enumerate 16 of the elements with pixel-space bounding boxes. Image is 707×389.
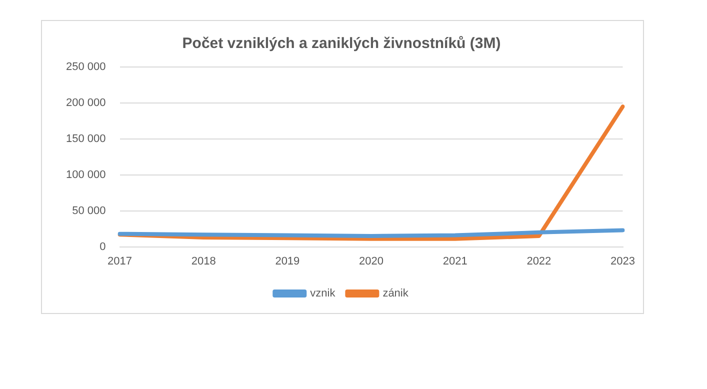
x-tick-label: 2019 — [275, 255, 300, 268]
x-tick-label: 2017 — [108, 255, 132, 268]
chart-title: Počet vzniklých a zaniklých živnostníků (3M) — [182, 35, 501, 52]
x-tick-label: 2023 — [610, 255, 636, 268]
y-tick-label: 100 000 — [66, 168, 106, 181]
x-tick-label: 2022 — [526, 255, 552, 268]
legend-label: zánik — [382, 288, 409, 300]
y-tick-label: 150 000 — [66, 132, 106, 145]
y-tick-label: 250 000 — [66, 61, 106, 74]
x-tick-label: 2018 — [191, 255, 216, 268]
x-tick-label: 2020 — [359, 255, 384, 268]
y-tick-label: 50 000 — [72, 204, 106, 217]
y-tick-label: 0 — [100, 240, 106, 253]
y-tick-label: 200 000 — [66, 96, 106, 109]
legend-label: vznik — [310, 288, 336, 300]
x-tick-label: 2021 — [442, 255, 468, 268]
